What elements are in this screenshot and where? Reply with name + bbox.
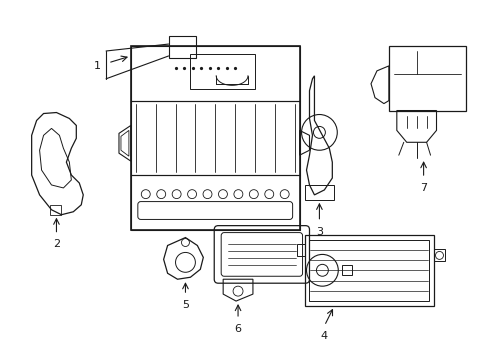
Text: 4: 4 <box>320 331 327 341</box>
Text: 3: 3 <box>315 226 322 237</box>
Text: 5: 5 <box>182 300 188 310</box>
Text: 1: 1 <box>94 61 101 71</box>
Bar <box>131 46 299 230</box>
Bar <box>168 36 196 58</box>
Bar <box>304 235 433 306</box>
Text: 6: 6 <box>234 324 241 334</box>
Bar <box>131 175 299 230</box>
Bar <box>388 46 466 111</box>
Bar <box>131 46 299 100</box>
Bar <box>433 249 445 261</box>
Bar <box>309 239 427 301</box>
Bar <box>190 54 254 89</box>
Text: 7: 7 <box>419 183 427 193</box>
Bar <box>131 100 299 175</box>
Bar <box>342 265 351 275</box>
Text: 2: 2 <box>53 239 60 249</box>
